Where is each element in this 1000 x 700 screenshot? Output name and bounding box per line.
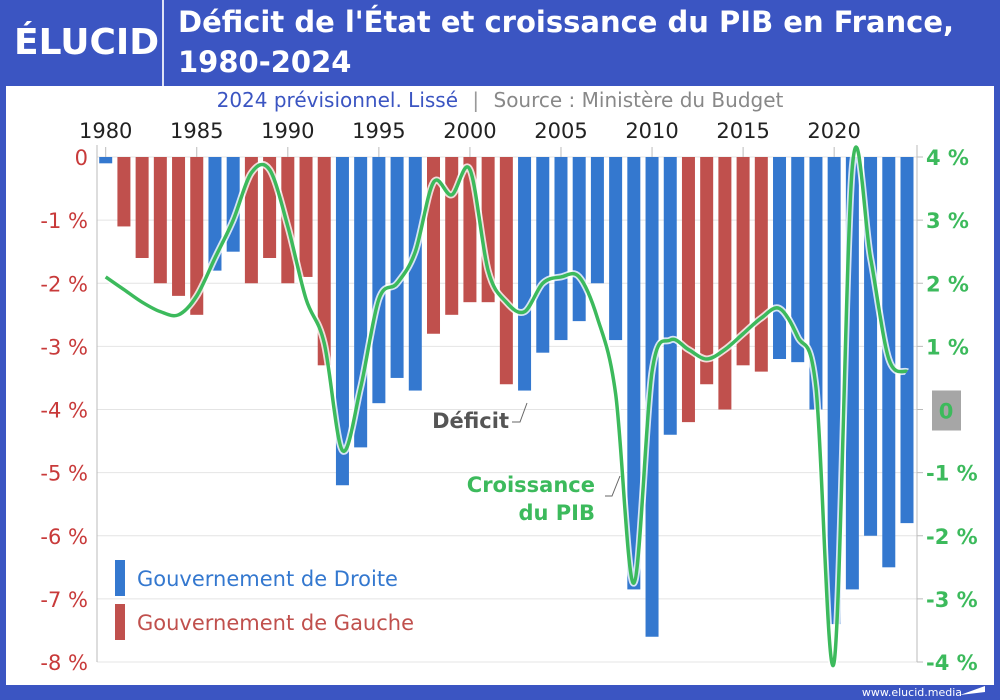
title-line-1: Déficit de l'État et croissance du PIB e… — [178, 5, 955, 39]
legend-label: Gouvernement de Gauche — [137, 611, 414, 635]
deficit-bar-1988 — [244, 157, 258, 284]
deficit-bar-2004 — [536, 157, 550, 353]
x-axis-tick: 1980 — [79, 119, 132, 143]
deficit-bar-1995 — [372, 157, 386, 404]
deficit-bar-2008 — [609, 157, 623, 341]
left-axis-tick: -1 % — [40, 209, 88, 233]
header-divider — [162, 0, 164, 86]
right-axis-tick: 3 % — [926, 209, 969, 233]
legend-label: Gouvernement de Droite — [137, 567, 398, 591]
deficit-annotation: Déficit — [432, 409, 509, 433]
x-axis-tick: 2020 — [807, 119, 860, 143]
left-axis-tick: 0 — [75, 146, 88, 170]
deficit-bar-2007 — [590, 157, 604, 284]
deficit-bar-2017 — [773, 157, 787, 359]
right-axis-tick: 4 % — [926, 146, 969, 170]
footer-logo-icon — [960, 686, 985, 695]
left-axis-tick: -6 % — [40, 525, 88, 549]
deficit-bar-1986 — [208, 157, 222, 271]
deficit-bar-2012 — [681, 157, 695, 423]
deficit-bar-2014 — [718, 157, 732, 410]
x-axis-tick: 2015 — [716, 119, 769, 143]
deficit-bar-2009 — [627, 157, 641, 590]
deficit-bar-2006 — [572, 157, 586, 322]
zero-badge — [932, 390, 961, 431]
deficit-bar-1997 — [408, 157, 422, 391]
x-axis-tick: 1995 — [352, 119, 405, 143]
x-axis-tick: 2010 — [625, 119, 678, 143]
chart-title: Déficit de l'État et croissance du PIB e… — [178, 2, 978, 82]
title-line-2: 1980-2024 — [178, 45, 352, 79]
deficit-bar-1981 — [117, 157, 131, 227]
right-axis-tick: -3 % — [926, 588, 978, 612]
left-axis-tick: -7 % — [40, 588, 88, 612]
x-axis-tick: 1990 — [261, 119, 314, 143]
left-axis-tick: -2 % — [40, 272, 88, 296]
left-axis-tick: -8 % — [40, 651, 88, 675]
deficit-bar-2013 — [700, 157, 714, 385]
subtitle-separator: | — [472, 88, 480, 112]
deficit-bar-1982 — [135, 157, 149, 258]
legend-swatch-droite — [115, 560, 125, 596]
deficit-bar-1996 — [390, 157, 404, 378]
deficit-bar-1992 — [317, 157, 331, 366]
right-axis-tick: -1 % — [926, 462, 978, 486]
deficit-bar-1983 — [153, 157, 167, 284]
subtitle: 2024 prévisionnel. Lissé | Source : Mini… — [0, 88, 1000, 112]
x-axis-tick: 2000 — [443, 119, 496, 143]
subtitle-note: 2024 prévisionnel. Lissé — [216, 88, 459, 112]
growth-annotation-line2: du PIB — [518, 501, 595, 525]
right-axis-tick: -2 % — [926, 525, 978, 549]
elucid-logo: ÉLUCID — [14, 22, 160, 63]
deficit-bar-1993 — [335, 157, 349, 486]
right-axis-tick: 0 — [939, 400, 954, 424]
legend-swatch-gauche — [115, 604, 125, 640]
deficit-leader-line — [512, 402, 528, 423]
deficit-bar-2015 — [736, 157, 750, 366]
subtitle-source: Source : Ministère du Budget — [493, 88, 784, 112]
deficit-bar-2024 — [900, 157, 914, 524]
deficit-bar-2018 — [791, 157, 805, 363]
left-axis-tick: -3 % — [40, 335, 88, 359]
deficit-bar-2005 — [554, 157, 568, 341]
growth-leader-line — [605, 475, 621, 497]
growth-annotation-line1: Croissance — [467, 473, 595, 497]
left-axis-tick: -4 % — [40, 399, 88, 423]
deficit-bar-1991 — [299, 157, 313, 277]
deficit-bar-2019 — [809, 157, 823, 410]
x-axis-tick: 1985 — [170, 119, 223, 143]
right-axis-tick: -4 % — [926, 651, 978, 675]
x-axis-tick: 2005 — [534, 119, 587, 143]
right-axis-tick: 1 % — [926, 335, 969, 359]
deficit-bar-2003 — [518, 157, 532, 391]
deficit-bar-2011 — [663, 157, 677, 435]
footer-url[interactable]: www.elucid.media — [861, 686, 962, 699]
deficit-bar-1984 — [172, 157, 186, 296]
deficit-bar-2002 — [499, 157, 513, 385]
deficit-bar-1980 — [99, 157, 113, 164]
left-axis-tick: -5 % — [40, 462, 88, 486]
deficit-bar-1985 — [190, 157, 204, 315]
right-axis-tick: 2 % — [926, 272, 969, 296]
deficit-bar-2016 — [754, 157, 768, 372]
